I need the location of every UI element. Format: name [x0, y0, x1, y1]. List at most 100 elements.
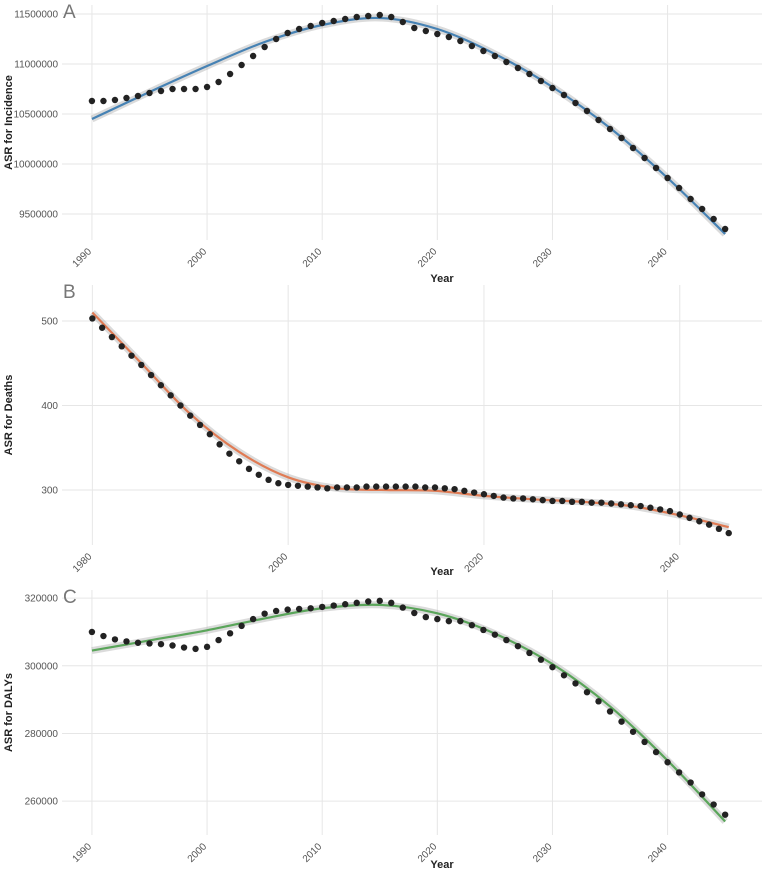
- data-point: [216, 441, 223, 448]
- data-point: [519, 495, 527, 502]
- data-point: [111, 96, 119, 104]
- data-point: [652, 748, 660, 756]
- data-point: [434, 30, 441, 38]
- x-tick-label: 2040: [658, 551, 682, 575]
- data-point: [490, 492, 497, 500]
- y-tick-label: 300000: [25, 661, 59, 672]
- data-point: [203, 643, 211, 651]
- data-point: [180, 644, 188, 651]
- data-point: [411, 24, 418, 32]
- data-point: [388, 599, 395, 607]
- data-point: [412, 483, 419, 490]
- data-point: [238, 61, 245, 69]
- data-point: [284, 606, 291, 613]
- data-point: [261, 43, 268, 51]
- data-point: [529, 496, 537, 503]
- data-point: [676, 511, 683, 518]
- data-point: [265, 476, 272, 484]
- data-point: [157, 382, 165, 389]
- data-point: [192, 85, 199, 93]
- fit-line: [91, 603, 726, 823]
- y-tick-label: 500: [41, 316, 58, 327]
- data-point: [169, 642, 176, 649]
- data-point: [595, 116, 602, 124]
- data-point: [583, 107, 591, 115]
- data-point: [157, 87, 165, 95]
- fit-line: [91, 16, 726, 235]
- data-point: [98, 324, 106, 331]
- data-point: [187, 412, 194, 419]
- x-tick-label: 1990: [71, 841, 95, 865]
- data-point: [342, 601, 349, 608]
- data-point: [560, 91, 568, 99]
- data-point: [146, 640, 153, 647]
- data-point: [652, 164, 660, 172]
- data-point: [365, 598, 372, 605]
- data-point: [583, 688, 591, 696]
- data-point: [539, 496, 546, 504]
- data-point: [470, 489, 478, 496]
- data-point: [180, 85, 188, 93]
- x-tick-label: 2000: [267, 551, 291, 575]
- x-tick-label: 2000: [186, 841, 210, 865]
- data-point: [537, 77, 545, 85]
- data-point: [192, 645, 199, 653]
- data-point: [629, 144, 637, 152]
- x-axis-label: Year: [430, 273, 454, 285]
- data-point: [376, 597, 383, 605]
- data-point: [422, 613, 430, 621]
- data-point: [434, 615, 441, 623]
- data-point: [100, 97, 107, 105]
- data-point: [324, 485, 331, 492]
- data-point: [461, 487, 468, 495]
- data-point: [510, 495, 517, 502]
- data-point: [666, 507, 674, 515]
- data-point: [284, 29, 291, 37]
- data-point: [503, 58, 510, 66]
- data-point: [725, 529, 732, 537]
- data-point: [457, 37, 464, 45]
- x-tick-label: 2020: [416, 246, 440, 270]
- data-point: [606, 708, 614, 715]
- data-point: [399, 604, 406, 611]
- data-point: [261, 610, 268, 617]
- data-point: [568, 498, 576, 506]
- data-point: [147, 371, 155, 379]
- data-point: [422, 484, 429, 491]
- data-point: [111, 636, 119, 643]
- data-point: [715, 525, 723, 533]
- y-tick-label: 260000: [25, 797, 59, 808]
- x-tick-label: 1980: [71, 551, 95, 575]
- data-point: [388, 13, 395, 21]
- data-point: [295, 605, 303, 613]
- fit-band: [90, 14, 728, 237]
- data-point: [196, 421, 204, 429]
- data-point: [431, 484, 439, 491]
- data-point: [445, 617, 453, 625]
- data-point: [284, 481, 292, 489]
- y-tick-label: 11000000: [14, 60, 58, 71]
- data-point: [399, 18, 406, 26]
- data-point: [167, 392, 174, 399]
- x-tick-label: 2000: [186, 246, 210, 270]
- data-point: [696, 518, 703, 525]
- data-point: [353, 599, 360, 607]
- data-point: [710, 801, 717, 808]
- data-point: [629, 728, 637, 735]
- data-point: [559, 497, 566, 505]
- data-point: [598, 499, 605, 506]
- data-point: [238, 622, 245, 630]
- data-point: [275, 480, 282, 487]
- data-point: [314, 484, 321, 491]
- data-point: [307, 605, 314, 612]
- data-point: [236, 458, 243, 465]
- data-point: [572, 680, 579, 687]
- data-point: [226, 450, 233, 457]
- data-point: [627, 502, 635, 509]
- data-point: [226, 630, 234, 637]
- data-point: [451, 485, 458, 493]
- data-point: [100, 632, 107, 640]
- x-tick-label: 2030: [531, 841, 555, 865]
- data-point: [500, 494, 507, 501]
- data-point: [441, 485, 448, 492]
